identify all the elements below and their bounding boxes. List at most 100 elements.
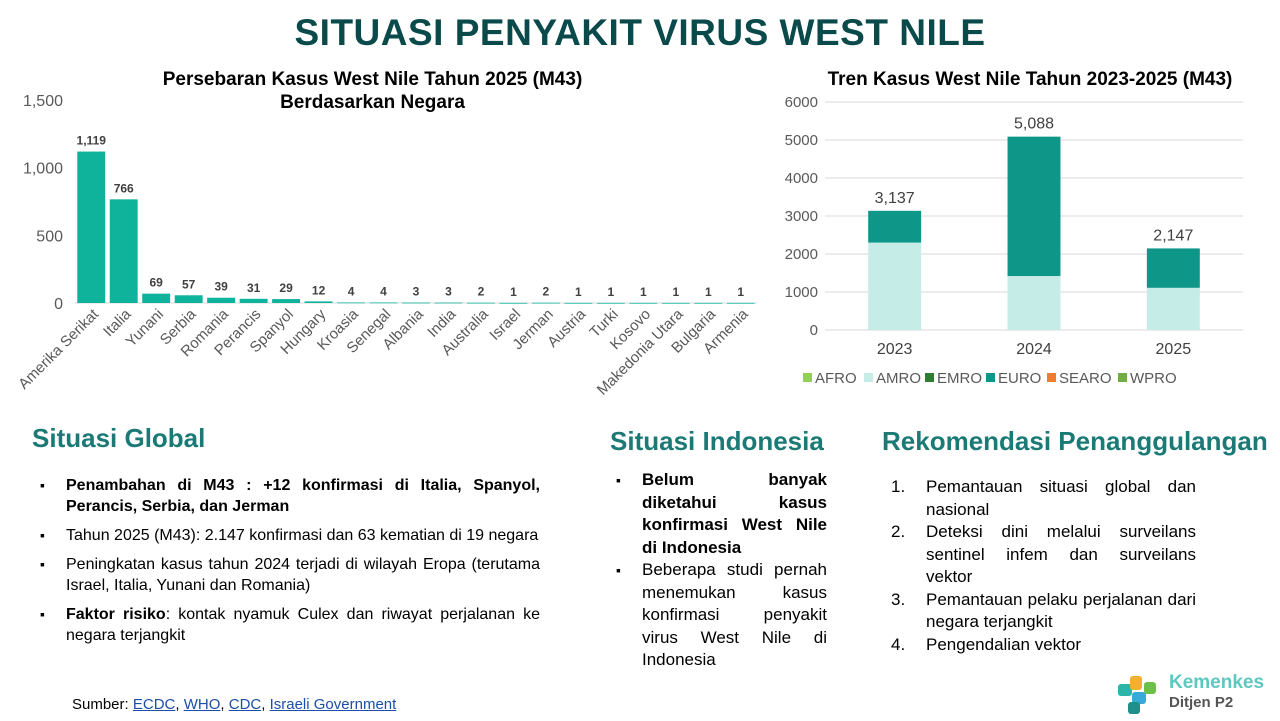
left-chart-title-line1: Persebaran Kasus West Nile Tahun 2025 (M…: [162, 69, 583, 90]
y-tick-label: 0: [810, 322, 818, 339]
x-tick-label: Amerika Serikat: [15, 305, 102, 392]
y-tick-label: 500: [36, 228, 63, 245]
y-tick-label: 1,000: [23, 161, 63, 178]
bar: [109, 199, 138, 303]
bar: [304, 301, 333, 303]
bar: [499, 302, 528, 304]
source-link-who[interactable]: WHO: [183, 696, 221, 713]
legend-label-searo: SEARO: [1059, 370, 1112, 387]
list-item: Beberapa studi pernah menemukan kasus ko…: [612, 559, 827, 672]
x-tick-label: 2023: [877, 341, 913, 358]
list-item: Peningkatan kasus tahun 2024 terjadi di …: [36, 554, 540, 596]
bar: [174, 295, 203, 303]
source-link-ecdc[interactable]: ECDC: [132, 696, 176, 713]
x-tick-label: Yunani: [123, 306, 167, 350]
data-label: 4: [380, 284, 387, 298]
bar-segment-amro: [868, 242, 922, 330]
left-chart-title-line2: Berdasarkan Negara: [280, 92, 465, 113]
list-item: Faktor risiko: kontak nyamuk Culex dan r…: [36, 604, 540, 646]
data-label: 29: [279, 281, 293, 295]
indonesia-situation-heading: Situasi Indonesia: [610, 426, 824, 456]
bar: [77, 151, 106, 303]
legend-swatch-searo: [1047, 373, 1056, 382]
list-item: Penambahan di M43 : +12 konfirmasi di It…: [36, 475, 540, 517]
list-item: Belum banyak diketahui kasus konfirmasi …: [612, 469, 827, 559]
bar: [272, 299, 301, 303]
data-label: 2: [478, 285, 485, 299]
data-label: 2: [543, 285, 550, 299]
bar-segment-amro: [1146, 287, 1200, 330]
data-label: 12: [312, 283, 326, 297]
list-item: 3. Pemantauan pelaku perjalanan dari nega…: [891, 589, 1196, 632]
bar: [726, 302, 755, 304]
bar: [369, 302, 398, 304]
data-label: 39: [214, 280, 228, 294]
bar: [466, 302, 495, 304]
source-link-israeli-government[interactable]: Israeli Government: [269, 696, 397, 713]
legend-swatch-emro: [925, 373, 934, 382]
total-label: 5,088: [1014, 116, 1054, 133]
bar: [629, 302, 658, 304]
bar: [239, 298, 268, 303]
global-situation-list: Penambahan di M43 : +12 konfirmasi di It…: [36, 475, 540, 650]
data-label: 31: [247, 281, 261, 295]
data-label: 766: [114, 181, 134, 195]
legend-label-afro: AFRO: [815, 370, 857, 387]
legend-swatch-afro: [803, 373, 812, 382]
global-situation-heading: Situasi Global: [32, 423, 206, 453]
y-tick-label: 6000: [785, 94, 818, 111]
bar-segment-euro: [1146, 248, 1200, 288]
bar: [596, 302, 625, 304]
bar: [564, 302, 593, 304]
bar: [207, 297, 236, 303]
list-item: 4. Pengendalian vektor: [891, 634, 1082, 654]
trend-stacked-bar-chart: 0 1000 2000 3000 4000 5000 6000 3,137 2023 5,088 2…: [785, 94, 1243, 387]
indonesia-situation-list: Belum banyak diketahui kasus konfirmasi …: [612, 469, 827, 672]
bar: [402, 302, 430, 304]
list-item: 2. Deteksi dini melalui surveilans sentin…: [891, 522, 1196, 586]
y-tick-label: 3000: [785, 208, 818, 225]
y-tick-label: 4000: [785, 170, 818, 187]
data-label: 1,119: [77, 134, 107, 148]
y-tick-label: 5000: [785, 132, 818, 149]
legend-swatch-amro: [864, 373, 873, 382]
source-link-cdc[interactable]: CDC: [228, 696, 262, 713]
data-label: 1: [705, 285, 712, 299]
recommendations-heading: Rekomendasi Penanggulangan: [882, 426, 1268, 456]
left-chart-title: Persebaran Kasus West Nile Tahun 2025 (M…: [120, 68, 625, 114]
y-tick-label: 1,500: [23, 93, 63, 110]
bar-segment-euro: [868, 210, 922, 243]
bar: [142, 293, 171, 303]
legend-swatch-euro: [986, 373, 995, 382]
logo-subtitle: Ditjen P2: [1169, 694, 1234, 711]
bar-segment-amro: [1007, 276, 1061, 330]
bar: [434, 302, 463, 304]
kemenkes-logo-icon: [1118, 676, 1156, 714]
page-title: SITUASI PENYAKIT VIRUS WEST NILE: [294, 12, 986, 53]
list-item: Tahun 2025 (M43): 2.147 konfirmasi dan 6…: [36, 525, 540, 546]
legend-label-wpro: WPRO: [1130, 370, 1177, 387]
legend-label-amro: AMRO: [876, 370, 921, 387]
x-tick-label: 2025: [1156, 341, 1192, 358]
kemenkes-logo: Kemenkes Ditjen P2: [1116, 672, 1276, 716]
legend-label-emro: EMRO: [937, 370, 982, 387]
data-label: 3: [413, 285, 420, 299]
logo-name: Kemenkes: [1169, 672, 1265, 693]
bar-segment-euro: [1007, 136, 1061, 277]
data-label: 4: [348, 284, 355, 298]
data-label: 1: [672, 285, 679, 299]
bar: [337, 302, 366, 304]
legend-label-euro: EURO: [998, 370, 1041, 387]
right-chart-title: Tren Kasus West Nile Tahun 2023-2025 (M4…: [827, 69, 1233, 90]
source-line: Sumber: ECDC, WHO, CDC, Israeli Governme…: [72, 696, 397, 713]
y-tick-label: 2000: [785, 246, 818, 263]
total-label: 2,147: [1153, 227, 1193, 244]
data-label: 1: [640, 285, 647, 299]
data-label: 69: [150, 276, 164, 290]
data-label: 57: [182, 277, 196, 291]
bar: [661, 302, 690, 304]
total-label: 3,137: [875, 190, 915, 207]
bar: [694, 302, 723, 304]
legend-swatch-wpro: [1118, 373, 1127, 382]
